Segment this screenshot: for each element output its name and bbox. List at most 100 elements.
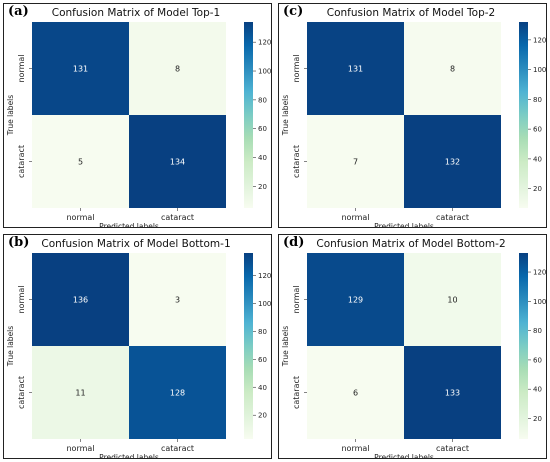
cell-value-label: 136 xyxy=(73,296,88,305)
panel-letter: (c) xyxy=(283,4,304,19)
cell-value-label: 132 xyxy=(445,158,460,167)
confusion-matrix-chart: Confusion Matrix of Model Top-2 131 8 7 132 n… xyxy=(281,7,546,227)
cell-value-label: 7 xyxy=(353,158,358,167)
colorbar-tick-label: 20 xyxy=(533,415,542,423)
y-tick-label: cataract xyxy=(292,145,301,178)
chart-title: Confusion Matrix of Model Bottom-1 xyxy=(41,238,230,250)
matrix-cell xyxy=(129,115,226,208)
cell-value-label: 8 xyxy=(175,65,180,74)
matrix-cell xyxy=(307,253,404,346)
panel-letter: (a) xyxy=(8,4,29,19)
panel-letter: (b) xyxy=(8,235,30,250)
colorbar-tick-label: 120 xyxy=(258,272,271,280)
chart-title: Confusion Matrix of Model Top-1 xyxy=(52,7,220,19)
x-tick-label: normal xyxy=(66,213,94,222)
colorbar-tick-label: 40 xyxy=(533,155,542,163)
cell-value-label: 133 xyxy=(445,389,460,398)
matrix-cell xyxy=(129,253,226,346)
y-axis-label: True labels xyxy=(281,326,290,367)
y-tick-label: cataract xyxy=(292,376,301,409)
colorbar-tick-label: 80 xyxy=(258,328,267,336)
x-tick-label: normal xyxy=(66,444,94,453)
cell-value-label: 131 xyxy=(348,65,363,74)
matrix-cell xyxy=(404,115,501,208)
colorbar-tick-label: 80 xyxy=(533,96,542,104)
y-tick-label: cataract xyxy=(17,145,26,178)
cell-value-label: 129 xyxy=(348,296,363,305)
colorbar-tick-label: 60 xyxy=(258,356,267,364)
matrix-cell xyxy=(404,346,501,439)
colorbar-tick-label: 100 xyxy=(258,300,271,308)
cell-value-label: 5 xyxy=(78,158,83,167)
y-tick-label: cataract xyxy=(17,376,26,409)
x-tick-label: cataract xyxy=(161,444,194,453)
confusion-matrix-panel-top-2: (c) Confusion Matrix of Model Top-2 131 8 7 1… xyxy=(278,3,547,228)
cell-value-label: 6 xyxy=(353,389,358,398)
colorbar-tick-label: 20 xyxy=(533,185,542,193)
colorbar xyxy=(519,22,528,208)
colorbar-tick-label: 100 xyxy=(533,298,546,306)
confusion-matrix-chart: Confusion Matrix of Model Bottom-2 129 10 6… xyxy=(281,238,546,458)
cell-value-label: 10 xyxy=(447,296,457,305)
matrix-cell xyxy=(32,115,129,208)
y-tick-label: normal xyxy=(17,54,26,82)
matrix-cell xyxy=(129,22,226,115)
colorbar-tick-label: 80 xyxy=(533,327,542,335)
x-axis-label: Predicted labels xyxy=(374,453,434,458)
colorbar-tick-label: 60 xyxy=(533,126,542,134)
confusion-matrix-chart: Confusion Matrix of Model Bottom-1 136 3 11… xyxy=(6,238,271,458)
y-tick-label: normal xyxy=(292,285,301,313)
cell-value-label: 11 xyxy=(75,389,85,398)
cell-value-label: 8 xyxy=(450,65,455,74)
colorbar-tick-label: 100 xyxy=(258,68,271,76)
x-tick-label: normal xyxy=(341,444,369,453)
colorbar-tick-label: 40 xyxy=(533,386,542,394)
colorbar xyxy=(244,22,253,208)
panel-letter: (d) xyxy=(283,235,305,250)
colorbar-tick-label: 60 xyxy=(258,125,267,133)
matrix-cell xyxy=(404,22,501,115)
colorbar-tick-label: 100 xyxy=(533,66,546,74)
matrix-cell xyxy=(32,346,129,439)
y-axis-label: True labels xyxy=(281,95,290,136)
colorbar-tick-label: 20 xyxy=(258,412,267,420)
y-axis-label: True labels xyxy=(6,326,15,367)
confusion-matrix-panel-bottom-1: (b) Confusion Matrix of Model Bottom-1 136… xyxy=(3,234,272,459)
matrix-cell xyxy=(307,346,404,439)
cell-value-label: 128 xyxy=(170,389,185,398)
colorbar-tick-label: 80 xyxy=(258,96,267,104)
matrix-cell xyxy=(404,253,501,346)
matrix-cell xyxy=(32,22,129,115)
matrix-cell xyxy=(129,346,226,439)
x-axis-label: Predicted labels xyxy=(99,222,159,227)
matrix-cell xyxy=(32,253,129,346)
matrix-cell xyxy=(307,22,404,115)
confusion-matrix-chart: Confusion Matrix of Model Top-1 131 8 5 134 n… xyxy=(6,7,271,227)
colorbar xyxy=(244,253,253,439)
colorbar-tick-label: 20 xyxy=(258,183,267,191)
y-axis-label: True labels xyxy=(6,95,15,136)
cell-value-label: 134 xyxy=(170,158,185,167)
y-tick-label: normal xyxy=(292,54,301,82)
confusion-matrix-panel-bottom-2: (d) Confusion Matrix of Model Bottom-2 129… xyxy=(278,234,547,459)
chart-title: Confusion Matrix of Model Bottom-2 xyxy=(316,238,505,250)
confusion-matrix-panel-top-1: (a) Confusion Matrix of Model Top-1 131 8 5 1… xyxy=(3,3,272,228)
cell-value-label: 3 xyxy=(175,296,180,305)
y-tick-label: normal xyxy=(17,285,26,313)
x-tick-label: cataract xyxy=(436,444,469,453)
colorbar-tick-label: 40 xyxy=(258,154,267,162)
x-axis-label: Predicted labels xyxy=(99,453,159,458)
colorbar xyxy=(519,253,528,439)
chart-title: Confusion Matrix of Model Top-2 xyxy=(327,7,495,19)
colorbar-tick-label: 120 xyxy=(533,36,546,44)
x-tick-label: normal xyxy=(341,213,369,222)
colorbar-tick-label: 60 xyxy=(533,356,542,364)
colorbar-tick-label: 40 xyxy=(258,384,267,392)
colorbar-tick-label: 120 xyxy=(533,269,546,277)
matrix-cell xyxy=(307,115,404,208)
cell-value-label: 131 xyxy=(73,65,88,74)
colorbar-tick-label: 120 xyxy=(258,39,271,47)
x-tick-label: cataract xyxy=(161,213,194,222)
x-tick-label: cataract xyxy=(436,213,469,222)
